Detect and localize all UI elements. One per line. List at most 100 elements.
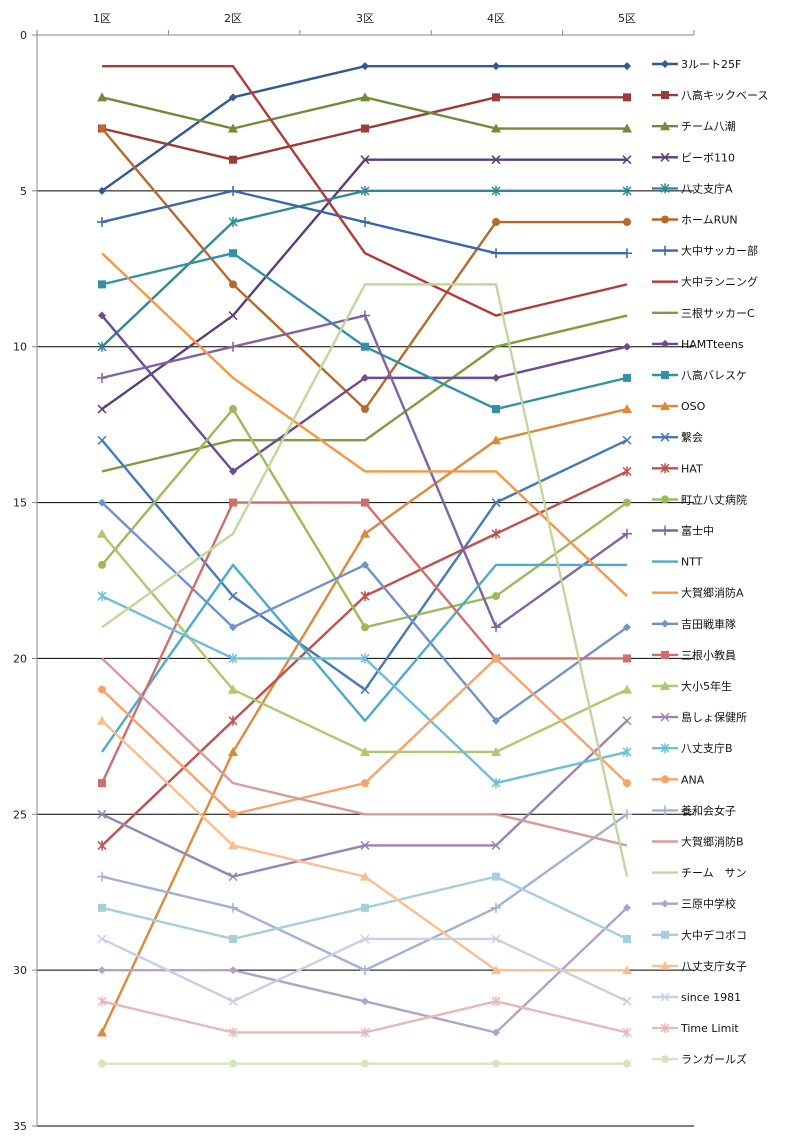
x-tick-label: 2区 <box>224 12 242 25</box>
data-point <box>623 342 631 351</box>
marker-shape <box>660 463 670 474</box>
data-point <box>623 373 631 382</box>
data-point <box>97 715 107 725</box>
marker-shape <box>360 934 370 944</box>
series-line <box>101 719 628 878</box>
data-point <box>360 685 370 695</box>
data-point <box>228 840 238 850</box>
marker-shape <box>98 280 106 289</box>
marker-shape <box>661 930 669 939</box>
legend-marker <box>660 960 670 970</box>
legend-item: チーム サン <box>652 867 747 880</box>
marker-shape <box>492 872 500 881</box>
legend-label: チーム八潮 <box>681 119 736 133</box>
series-10 <box>98 311 631 476</box>
marker-shape <box>492 716 500 725</box>
marker-shape <box>492 405 500 414</box>
marker-shape <box>660 152 670 162</box>
legend-label: 吉田戦車隊 <box>681 617 736 631</box>
marker-shape <box>661 650 669 659</box>
marker-shape <box>623 623 631 632</box>
data-point <box>492 592 500 601</box>
marker-shape <box>491 185 501 196</box>
data-point <box>98 560 106 569</box>
marker-shape <box>361 1059 369 1068</box>
marker-shape <box>98 1059 106 1068</box>
marker-shape <box>228 341 238 352</box>
data-point <box>492 716 500 725</box>
marker-shape <box>228 311 238 321</box>
legend-marker <box>661 899 669 908</box>
marker-shape <box>492 654 500 663</box>
marker-shape <box>492 373 500 382</box>
marker-shape <box>361 560 369 569</box>
marker-shape <box>622 185 632 196</box>
series-11 <box>98 249 631 414</box>
legend-label: ホームRUN <box>681 214 738 227</box>
marker-shape <box>228 840 238 850</box>
series-7 <box>97 185 632 259</box>
data-point <box>97 871 107 882</box>
data-point <box>491 185 501 196</box>
data-point <box>491 528 501 539</box>
data-point <box>622 996 632 1006</box>
legend-item: チーム八潮 <box>652 119 736 133</box>
legend-marker <box>660 805 670 816</box>
data-point <box>623 623 631 632</box>
data-point <box>97 92 107 102</box>
data-point <box>492 1028 500 1037</box>
data-point <box>228 591 238 601</box>
data-point <box>491 778 501 789</box>
data-point <box>491 155 501 165</box>
data-point <box>360 1027 370 1038</box>
marker-shape <box>623 779 631 788</box>
legend-marker <box>660 525 670 536</box>
legend-label: 大中サッカー部 <box>681 244 758 258</box>
data-point <box>97 1027 107 1037</box>
data-point <box>98 685 106 694</box>
marker-shape <box>361 62 369 71</box>
legend-label: NTT <box>681 556 703 569</box>
legend-label: 三根小教員 <box>681 648 736 662</box>
series-1 <box>98 62 631 195</box>
data-point <box>97 528 107 538</box>
marker-shape <box>98 186 106 195</box>
marker-shape <box>622 155 632 165</box>
data-point <box>229 280 237 289</box>
marker-shape <box>661 495 669 504</box>
marker-shape <box>491 622 501 633</box>
data-point <box>228 217 238 228</box>
marker-shape <box>98 560 106 569</box>
data-point <box>228 872 238 882</box>
marker-shape <box>661 371 669 379</box>
marker-shape <box>660 245 670 256</box>
marker-shape <box>97 372 107 383</box>
marker-shape <box>360 591 370 602</box>
legend-item: HAMTteens <box>652 338 744 351</box>
marker-shape <box>622 965 632 975</box>
marker-shape <box>229 93 237 102</box>
marker-shape <box>491 778 501 789</box>
legend-label: 大中ランニング <box>681 275 758 289</box>
legend-marker <box>660 712 670 722</box>
marker-shape <box>622 435 632 445</box>
series-line <box>101 252 628 597</box>
marker-shape <box>623 498 631 507</box>
data-point <box>361 623 369 632</box>
series-line <box>100 501 627 784</box>
legend-marker <box>661 339 669 348</box>
data-point <box>491 248 501 259</box>
series-28 <box>98 903 631 1037</box>
data-point <box>97 217 107 228</box>
x-tick-label: 3区 <box>356 12 374 25</box>
series-line <box>101 96 627 130</box>
series-6 <box>98 124 631 414</box>
marker-shape <box>360 746 370 756</box>
x-tick-label: 1区 <box>93 12 111 25</box>
data-point <box>361 498 369 507</box>
legend-item: 大中ランニング <box>652 275 758 289</box>
marker-shape <box>361 373 369 382</box>
data-point <box>97 341 107 352</box>
marker-shape <box>622 466 632 477</box>
data-point <box>491 746 501 756</box>
